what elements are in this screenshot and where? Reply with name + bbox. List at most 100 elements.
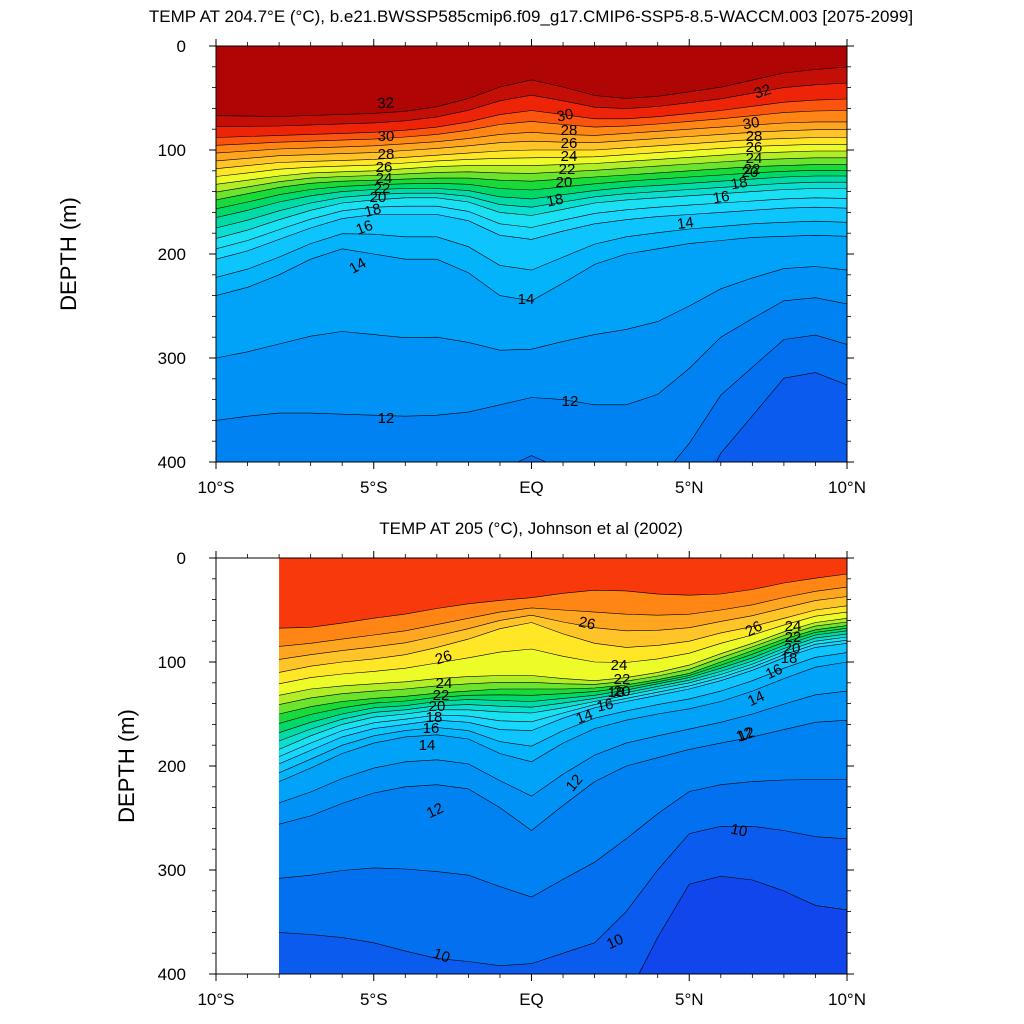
contour-line bbox=[517, 334, 847, 462]
panel1-axes: 10°S 5°S EQ 5°N 10°N 0 100 200 300 400 bbox=[158, 37, 866, 497]
contour-line bbox=[216, 66, 847, 117]
contour-label: 24 bbox=[746, 150, 763, 167]
y-tick-label: 400 bbox=[158, 965, 186, 984]
contour-line bbox=[216, 129, 847, 162]
x-tick-label: 10°N bbox=[828, 478, 866, 497]
contour-label: 18 bbox=[426, 709, 443, 726]
contour-fill-band bbox=[637, 876, 847, 974]
contour-label: 20 bbox=[784, 640, 801, 657]
contour-line bbox=[216, 234, 847, 302]
panel1-contour-labels: 32 30 28 26 24 22 20 18 16 14 14 12 12 3… bbox=[346, 81, 773, 427]
contour-line bbox=[279, 621, 847, 705]
contour-line bbox=[216, 98, 847, 138]
contour-line bbox=[278, 636, 847, 750]
contour-label: 14 bbox=[518, 291, 535, 308]
contour-label: 10 bbox=[431, 945, 452, 967]
panel-observed: TEMP AT 205 (°C), Johnson et al (2002) 2… bbox=[114, 519, 866, 1009]
contour-label: 16 bbox=[354, 217, 375, 239]
contour-line bbox=[216, 137, 847, 169]
contour-label: 24 bbox=[436, 675, 453, 692]
panel2-axes: 10°S 5°S EQ 5°N 10°N 0 100 200 300 400 bbox=[158, 549, 866, 1009]
contour-line bbox=[216, 157, 847, 193]
x-tick-label: EQ bbox=[519, 990, 544, 1009]
contour-label: 28 bbox=[746, 128, 763, 145]
panel2-contour-fills bbox=[279, 558, 847, 974]
y-tick-label: 200 bbox=[158, 757, 186, 776]
contour-label: 24 bbox=[561, 148, 578, 165]
contour-line bbox=[279, 573, 847, 629]
contour-label: 16 bbox=[763, 661, 785, 683]
contour-line bbox=[216, 82, 847, 127]
contour-label: 26 bbox=[746, 139, 763, 156]
panel2-title: TEMP AT 205 (°C), Johnson et al (2002) bbox=[379, 519, 683, 538]
contour-line bbox=[216, 175, 847, 218]
contour-line bbox=[279, 605, 847, 673]
contour-label: 22 bbox=[433, 687, 450, 704]
contour-line bbox=[216, 181, 847, 229]
contour-label: 30 bbox=[378, 128, 395, 145]
panel1-contour-fills bbox=[216, 46, 847, 462]
contour-line bbox=[216, 206, 847, 260]
contour-label: 16 bbox=[423, 720, 440, 737]
contour-label: 18 bbox=[363, 200, 384, 221]
panel-model: TEMP AT 204.7°E (°C), b.e21.BWSSP585cmip… bbox=[56, 7, 913, 497]
contour-label: 10 bbox=[729, 821, 749, 841]
contour-label: 12 bbox=[424, 800, 446, 822]
x-tick-label: EQ bbox=[519, 478, 544, 497]
contour-fill-band bbox=[711, 372, 847, 462]
contour-label: 20 bbox=[556, 174, 573, 191]
contour-label: 16 bbox=[595, 696, 615, 716]
contour-label: 18 bbox=[545, 191, 565, 211]
contour-label: 12 bbox=[562, 393, 579, 410]
contour-line bbox=[279, 630, 847, 733]
contour-label: 24 bbox=[611, 657, 628, 674]
x-tick-label: 10°S bbox=[197, 990, 234, 1009]
contour-line bbox=[216, 164, 847, 201]
y-tick-label: 400 bbox=[158, 453, 186, 472]
panel1-y-axis-label: DEPTH (m) bbox=[56, 197, 81, 311]
contour-label: 22 bbox=[785, 629, 802, 646]
contour-line bbox=[279, 618, 847, 696]
contour-line bbox=[216, 110, 847, 146]
contour-label: 24 bbox=[376, 170, 393, 187]
y-tick-label: 300 bbox=[158, 349, 186, 368]
contour-label: 18 bbox=[730, 174, 749, 194]
contour-line bbox=[279, 586, 847, 647]
contour-label: 10 bbox=[604, 931, 626, 953]
contour-label: 22 bbox=[744, 161, 761, 178]
contour-label: 26 bbox=[433, 647, 454, 668]
contour-line bbox=[279, 719, 847, 831]
x-tick-label: 5°N bbox=[675, 990, 704, 1009]
contour-line bbox=[279, 690, 847, 804]
x-tick-label: 10°S bbox=[197, 478, 234, 497]
contour-label: 26 bbox=[743, 618, 766, 641]
contour-label: 30 bbox=[555, 106, 575, 126]
panel2-contour-lines bbox=[278, 573, 847, 974]
contour-label: 20 bbox=[370, 189, 387, 206]
contour-line bbox=[638, 875, 847, 974]
contour-label: 18 bbox=[781, 650, 798, 667]
contour-label: 24 bbox=[785, 618, 802, 635]
contour-label: 22 bbox=[374, 180, 391, 197]
contour-line bbox=[279, 596, 847, 660]
contour-label: 14 bbox=[676, 214, 695, 233]
x-tick-label: 5°S bbox=[360, 478, 388, 497]
contour-line bbox=[216, 188, 847, 239]
contour-line bbox=[216, 220, 847, 278]
contour-line bbox=[278, 652, 847, 774]
contour-label: 16 bbox=[712, 188, 731, 208]
panel2-y-axis-label: DEPTH (m) bbox=[114, 709, 139, 823]
y-tick-label: 200 bbox=[158, 245, 186, 264]
contour-line bbox=[279, 627, 847, 724]
contour-line bbox=[278, 639, 847, 757]
contour-line bbox=[279, 779, 847, 898]
contour-label: 22 bbox=[559, 161, 576, 178]
panel2-contour-labels: 26 24 22 20 18 16 14 12 26 24 22 20 18 1… bbox=[419, 614, 802, 967]
contour-label: 14 bbox=[419, 737, 436, 754]
contour-line bbox=[216, 170, 847, 210]
contour-label: 12 bbox=[734, 724, 755, 746]
contour-line bbox=[216, 150, 847, 185]
contour-label: 12 bbox=[736, 724, 757, 746]
contour-fill-band bbox=[216, 297, 847, 462]
y-tick-label: 0 bbox=[177, 37, 186, 56]
